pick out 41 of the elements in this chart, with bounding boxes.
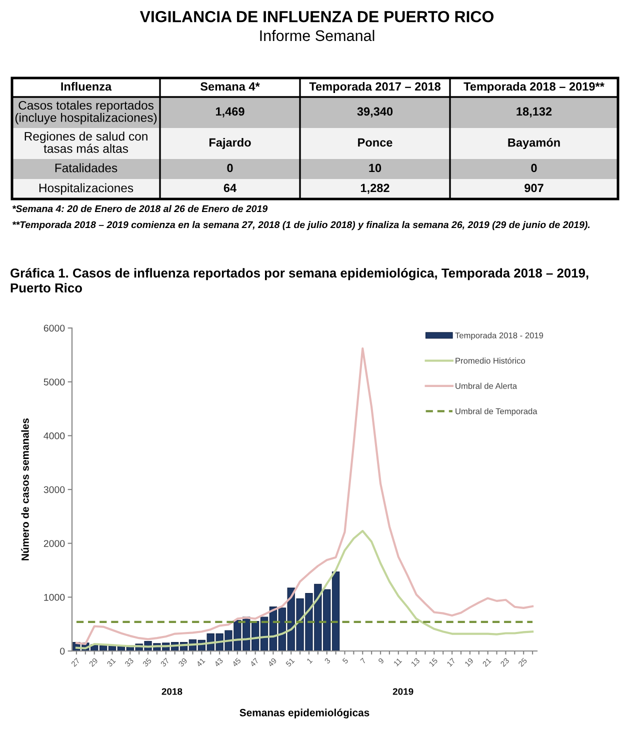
- y-tick-label: 2000: [44, 540, 65, 547]
- y-tick-label: 3000: [44, 486, 65, 494]
- category-label: Fatalidades: [55, 163, 118, 172]
- text: 2018: [162, 688, 182, 695]
- text: *Semana 4: 20 de Enero de 2018 al 26 de Enero de 2019: [12, 205, 268, 212]
- text: 0: [227, 164, 233, 172]
- text: 0: [531, 164, 537, 172]
- y-tick-label: 0: [60, 648, 65, 655]
- text: Informe Semanal: [260, 30, 374, 42]
- text: 39,340: [357, 107, 393, 118]
- category-label: Influenza: [61, 82, 112, 91]
- text: 907: [524, 184, 544, 192]
- y-tick-label: 5000: [44, 378, 65, 386]
- category-label: Regiones de salud con tasas más altas: [24, 132, 148, 153]
- y-tick-label: 1000: [44, 594, 65, 601]
- text: Bayamón: [508, 138, 560, 150]
- category-label: Temporada 2018 – 2019**: [464, 82, 604, 93]
- legend-label: Umbral de Alerta: [456, 382, 518, 389]
- text: VIGILANCIA DE INFLUENZA DE PUERTO RICO: [140, 10, 494, 22]
- text: Ponce: [358, 138, 392, 147]
- text: 2019: [392, 688, 414, 695]
- y-axis-title: Número de casos semanales: [21, 418, 29, 560]
- x-axis-title: Semanas epidemiológicas: [240, 708, 370, 718]
- text: Fajardo: [209, 138, 251, 149]
- text: 1,282: [360, 184, 390, 194]
- line-series: [75, 530, 534, 650]
- category-label: Hospitalizaciones: [39, 183, 134, 195]
- y-tick-label: 4000: [44, 432, 65, 440]
- text: 64: [224, 184, 237, 192]
- category-label: Semana 4*: [200, 82, 260, 91]
- text: 1,469: [216, 107, 244, 118]
- chart-title: Gráfica 1. Casos de influenza reportados por semana epidemiológica, Temporada 2018 – 2019, Puerto Rico: [10, 268, 588, 293]
- category-label: Casos totales reportados (incluye hospitalizaciones): [15, 100, 157, 124]
- text: 10: [369, 164, 382, 172]
- text: **Temporada 2018 – 2019 comienza en la semana 27, 2018 (1 de julio 2018) y finaliza la semana 26, 2019 (29 de junio de 2019).: [12, 221, 590, 230]
- category-label: Temporada 2017 – 2018: [309, 82, 440, 93]
- text: 18,132: [516, 107, 552, 118]
- legend-label: Promedio Histórico: [456, 357, 526, 364]
- legend-label: Umbral de Temporada: [456, 408, 538, 416]
- y-tick-label: 6000: [44, 324, 65, 332]
- legend-label: Temporada 2018 - 2019: [455, 332, 544, 340]
